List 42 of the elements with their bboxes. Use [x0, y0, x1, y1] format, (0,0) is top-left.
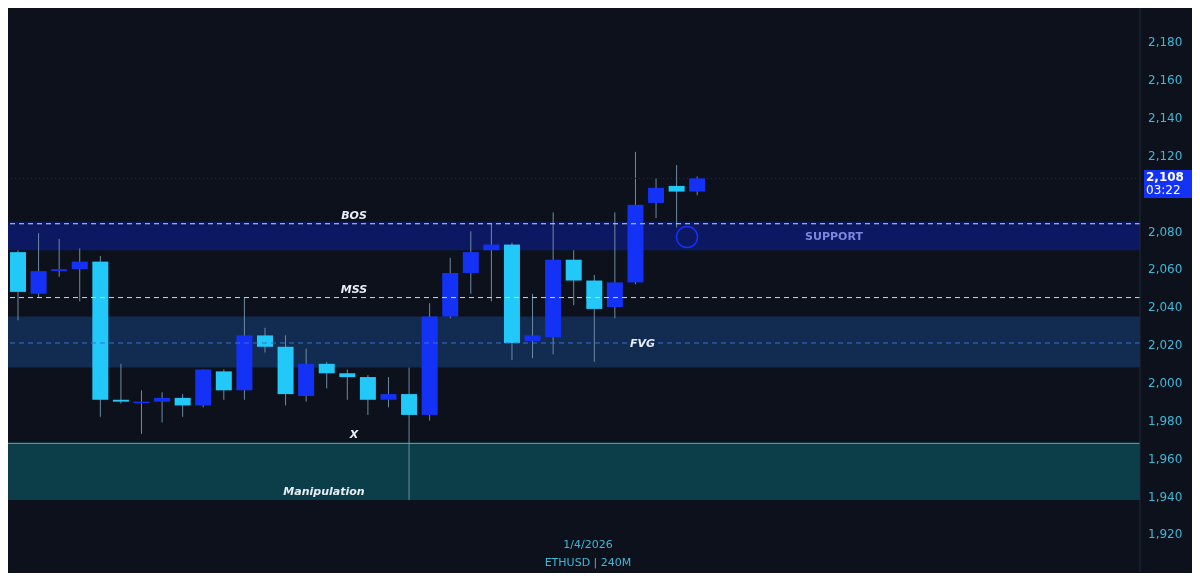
y-tick-label: 2,140 — [1148, 111, 1183, 126]
candlestick — [462, 230, 479, 295]
band-label: Manipulation — [283, 485, 365, 499]
ref-line-label: X — [348, 428, 359, 442]
candlestick — [318, 361, 335, 389]
y-tick-label: 2,020 — [1148, 338, 1183, 353]
candlestick — [339, 368, 356, 401]
annotation: ETHUSD | 240M — [543, 556, 633, 569]
candlestick — [174, 393, 191, 418]
candlestick — [565, 249, 582, 306]
candlestick — [215, 368, 232, 401]
ref-line-label: FVG — [629, 336, 655, 350]
y-tick-label: 1,980 — [1148, 413, 1183, 428]
ref-line-label: 2,108 — [1146, 169, 1185, 184]
y-tick-label: 1,940 — [1148, 489, 1183, 504]
y-tick-label: 2,060 — [1148, 262, 1183, 277]
ref-line-label: BOS — [341, 208, 367, 222]
candlestick — [256, 327, 273, 353]
y-tick-label: 2,000 — [1148, 376, 1183, 390]
ref-line-label: MSS — [340, 282, 368, 296]
y-tick-label: 2,080 — [1148, 224, 1183, 239]
y-tick-label: 2,120 — [1148, 148, 1183, 163]
candlestick — [648, 177, 665, 219]
candlestick — [154, 391, 171, 423]
annotation: 1/4/2026 — [562, 538, 614, 551]
text: 03:22 — [1146, 182, 1181, 197]
candlestick — [71, 247, 88, 302]
candlestick — [380, 376, 397, 408]
candlestick — [668, 164, 685, 229]
y-tick-label: 2,040 — [1148, 300, 1183, 315]
candlestick — [689, 175, 706, 196]
candlestick — [30, 232, 47, 299]
candlestick — [401, 367, 418, 501]
candlestick — [359, 374, 376, 416]
candlestick — [51, 238, 68, 278]
candlestick — [524, 293, 541, 359]
band-label: SUPPORT — [805, 229, 864, 243]
y-tick-label: 1,920 — [1148, 527, 1183, 542]
y-tick-label: 2,180 — [1148, 35, 1183, 50]
y-tick-label: 1,960 — [1148, 451, 1183, 466]
y-tick-label: 2,160 — [1148, 73, 1183, 88]
candlestick — [112, 363, 129, 405]
